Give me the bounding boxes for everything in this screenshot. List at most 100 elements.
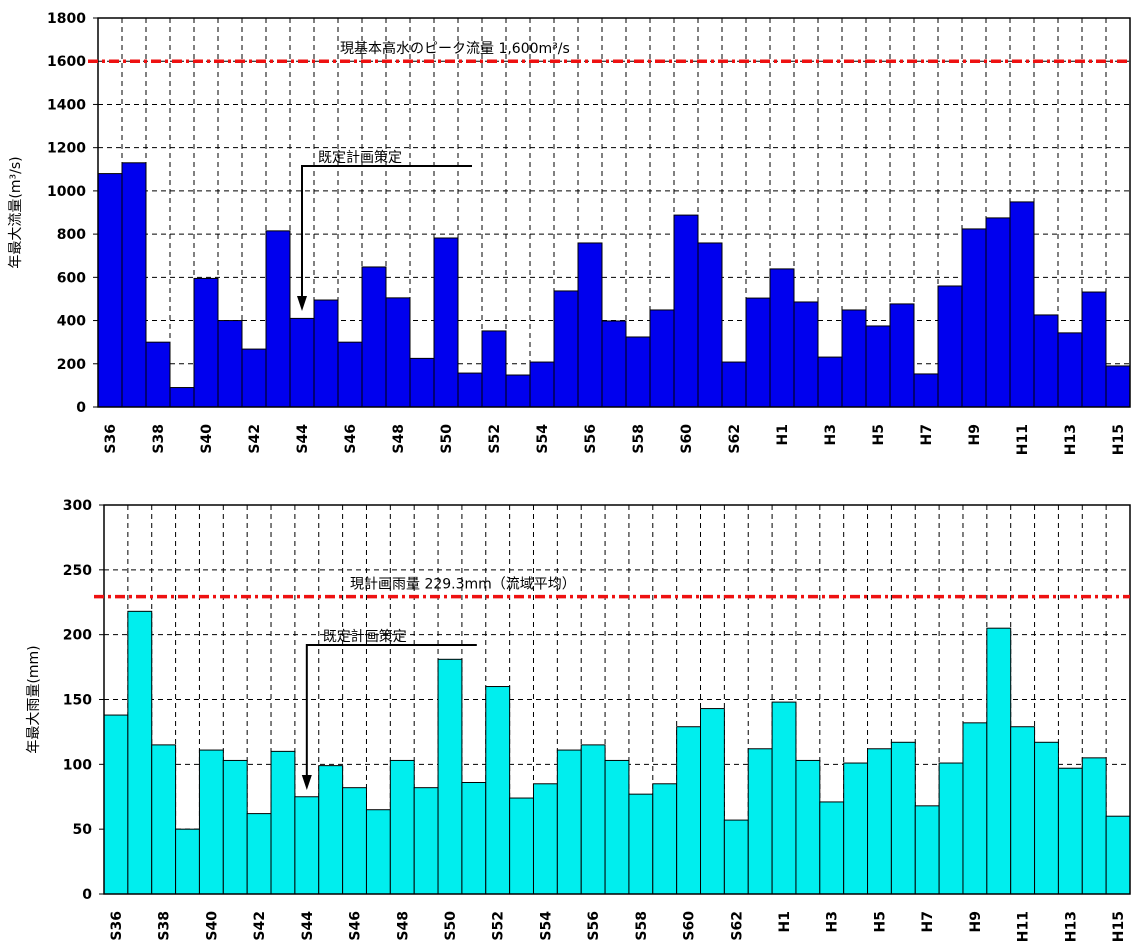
bar	[529, 361, 555, 408]
x-tick-label: H13	[1063, 911, 1079, 942]
bar	[865, 325, 891, 408]
y-tick-label: 150	[63, 693, 92, 709]
bar	[169, 387, 195, 408]
y-tick-label: 1800	[47, 11, 86, 27]
bar	[843, 762, 869, 895]
bar	[151, 744, 177, 895]
bar	[890, 741, 916, 895]
x-tick-label: H15	[1111, 424, 1127, 455]
x-tick-label: S42	[247, 424, 263, 454]
x-tick-label: H11	[1015, 424, 1031, 455]
bar	[817, 356, 843, 408]
x-tick-label: S58	[631, 424, 647, 454]
bar	[217, 320, 243, 408]
y-tick-label: 400	[57, 314, 86, 330]
y-tick-label: 1200	[47, 141, 86, 157]
x-tick-label: S38	[157, 911, 173, 941]
y-tick-label: 250	[63, 563, 92, 579]
y-tick-label: 200	[57, 357, 86, 373]
y-tick-label: 200	[63, 628, 92, 644]
x-tick-label: S44	[300, 911, 316, 941]
x-tick-label: S50	[443, 911, 459, 941]
x-tick-label: H7	[919, 424, 935, 445]
bar	[409, 357, 435, 408]
bar	[289, 317, 315, 408]
bar	[889, 303, 915, 408]
bar	[676, 726, 702, 895]
bar	[97, 173, 123, 408]
plot-frame	[97, 17, 1131, 408]
x-tick-label: S46	[348, 911, 364, 941]
x-tick-label: S62	[727, 424, 743, 454]
y-tick-label: 100	[63, 757, 92, 773]
reference-label: 現基本高水のピーク流量 1,600m³/s	[340, 40, 570, 57]
x-tick-label: S42	[252, 911, 268, 941]
bar	[961, 228, 987, 408]
bar	[986, 627, 1012, 895]
bar	[1081, 757, 1107, 895]
bar	[294, 796, 320, 895]
annotation: 既定計画策定	[318, 149, 402, 166]
bar	[1033, 314, 1059, 408]
x-tick-label: H1	[777, 911, 793, 932]
bar	[175, 828, 200, 895]
bar	[601, 320, 627, 408]
bar	[313, 299, 339, 408]
bar	[1105, 365, 1131, 408]
bar	[1057, 332, 1083, 408]
bar	[1057, 767, 1083, 895]
bar	[505, 374, 531, 408]
bar	[577, 242, 603, 408]
bar	[389, 759, 415, 895]
bar	[745, 297, 771, 408]
bar	[556, 749, 582, 895]
bar	[121, 162, 147, 408]
bar	[938, 762, 964, 895]
x-tick-label: S58	[634, 911, 650, 941]
y-tick-label: 0	[82, 887, 92, 903]
bar	[793, 301, 819, 408]
y-axis-label: 年最大雨量(mm)	[26, 645, 42, 753]
y-tick-label: 600	[57, 270, 86, 286]
y-tick-label: 50	[73, 822, 93, 838]
x-tick-label: S36	[103, 424, 119, 454]
x-tick-label: S52	[487, 424, 503, 454]
bar	[461, 781, 487, 895]
bar	[795, 759, 821, 895]
bar	[649, 309, 675, 408]
bar	[697, 242, 723, 408]
x-tick-label: H5	[871, 424, 887, 445]
x-tick-label: S46	[343, 424, 359, 454]
x-tick-label: S38	[151, 424, 167, 454]
reference-label: 現計画雨量 229.3mm（流域平均）	[350, 577, 576, 593]
annotation: 既定計画策定	[323, 628, 407, 645]
bar	[241, 348, 267, 408]
bar	[625, 336, 651, 408]
bar	[318, 765, 344, 895]
bar	[937, 285, 963, 408]
bar	[769, 268, 795, 408]
y-tick-label: 800	[57, 227, 86, 243]
y-tick-label: 300	[63, 498, 92, 514]
x-tick-label: H5	[872, 911, 888, 932]
bar	[413, 787, 439, 895]
annotation-leader	[305, 644, 477, 775]
bar	[193, 277, 219, 408]
y-tick-label: 1400	[47, 97, 86, 113]
x-tick-label: S50	[439, 424, 455, 454]
y-tick-label: 1600	[47, 54, 86, 70]
bar	[604, 759, 630, 895]
x-tick-label: H1	[775, 424, 791, 445]
y-axis-label: 年最大流量(m³/s)	[8, 156, 24, 268]
bar	[246, 813, 272, 895]
bar	[103, 714, 129, 895]
bar	[385, 297, 411, 408]
x-tick-label: S56	[583, 424, 599, 454]
x-tick-label: H3	[823, 424, 839, 445]
bar	[1010, 726, 1036, 895]
annotation-leader	[301, 165, 472, 296]
bar	[962, 722, 988, 895]
bar	[721, 361, 747, 408]
x-tick-label: S60	[682, 911, 698, 941]
